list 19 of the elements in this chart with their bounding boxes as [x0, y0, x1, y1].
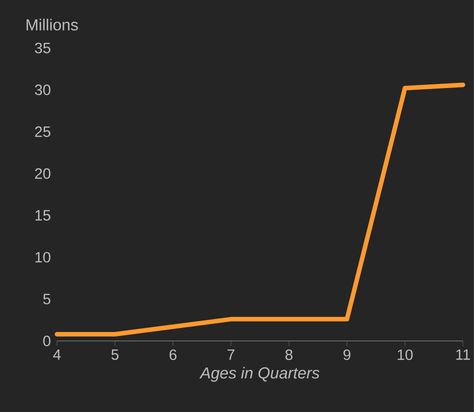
- line-series: [54, 82, 466, 337]
- y-tick-label: 0: [43, 336, 50, 346]
- y-tick-label: 20: [35, 168, 50, 179]
- x-tick-label: 10: [398, 349, 413, 360]
- x-tick-label: 9: [344, 349, 350, 360]
- x-tick-label: 11: [456, 350, 470, 360]
- y-tick-label: 5: [43, 294, 50, 304]
- y-tick-label: 15: [35, 210, 50, 221]
- x-tick-label: 7: [228, 350, 234, 360]
- x-tick-label: 4: [53, 350, 61, 360]
- x-tick-label: 5: [111, 350, 119, 360]
- y-tick-label: 25: [35, 126, 50, 138]
- y-tick-label: 10: [35, 252, 50, 263]
- x-tick-label: 8: [285, 349, 292, 360]
- y-tick-label: 35: [34, 42, 50, 54]
- y-tick-label: 30: [34, 84, 50, 96]
- y-axis-title: Millions: [26, 18, 78, 31]
- x-axis-title: Ages in Quarters: [199, 366, 320, 382]
- x-tick-label: 6: [170, 349, 176, 360]
